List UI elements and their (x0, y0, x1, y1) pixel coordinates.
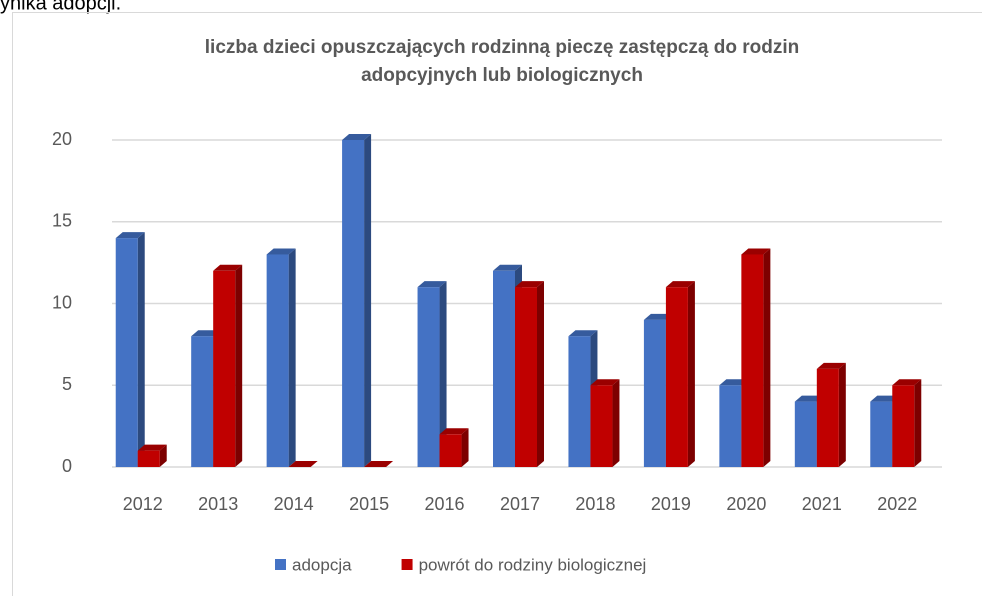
y-tick-label: 0 (62, 456, 72, 476)
x-tick-label: 2021 (802, 494, 842, 514)
bar (439, 434, 462, 467)
bar (568, 336, 591, 467)
bar (137, 450, 160, 467)
bar-side (137, 232, 145, 467)
bar-top (568, 330, 598, 337)
bar (515, 287, 537, 467)
bar-top (288, 461, 318, 467)
bar (191, 336, 214, 467)
y-tick-label: 20 (52, 129, 72, 149)
legend-swatch (401, 559, 413, 570)
bar-side (439, 281, 447, 467)
bar-top (643, 313, 673, 320)
y-tick-label: 10 (52, 292, 72, 312)
bar (417, 287, 440, 467)
bar (590, 385, 613, 467)
bar-top (417, 281, 447, 288)
bar (794, 401, 817, 467)
x-tick-label: 2019 (651, 494, 691, 514)
y-tick-label: 5 (62, 374, 72, 394)
bar (665, 287, 688, 467)
x-tick-label: 2016 (425, 494, 465, 514)
x-tick-label: 2017 (500, 494, 540, 514)
bar-top (137, 444, 167, 451)
bar (719, 385, 742, 467)
chart-title: liczba dzieci opuszczających rodzinną pi… (205, 37, 799, 58)
bar-side (687, 281, 695, 467)
bar-top (266, 248, 296, 255)
bar-side (612, 379, 620, 467)
bar (870, 401, 893, 467)
bar (115, 238, 138, 467)
bar-side (461, 428, 469, 467)
bar-side (159, 444, 167, 467)
bar-top (115, 232, 145, 239)
bar-top (741, 248, 771, 255)
bar-side (838, 362, 846, 467)
bar-top (213, 264, 243, 271)
x-tick-label: 2015 (349, 494, 389, 514)
bar-top (342, 134, 372, 140)
y-tick-label: 15 (52, 211, 72, 231)
bar (816, 368, 839, 467)
bar (493, 270, 515, 467)
chart-border (12, 12, 982, 596)
bar-top (515, 281, 544, 288)
bar-side (914, 379, 922, 467)
bar (892, 385, 915, 467)
x-tick-label: 2014 (274, 494, 314, 514)
legend-swatch (275, 559, 286, 570)
bar-top (719, 379, 749, 386)
bar-top (870, 395, 900, 402)
x-tick-label: 2020 (726, 494, 766, 514)
bar-side (364, 134, 372, 467)
bar-top (816, 362, 846, 369)
bar-side (537, 281, 544, 467)
bar-top (439, 428, 469, 435)
x-tick-label: 2012 (123, 494, 163, 514)
bar-top (590, 379, 620, 386)
x-tick-label: 2013 (198, 494, 238, 514)
legend-label: adopcja (292, 555, 352, 574)
bar-top (493, 264, 522, 271)
bar-top (794, 395, 824, 402)
document-text: ynika adopcji. (0, 0, 121, 14)
bar-side (763, 248, 771, 467)
legend-label: powrót do rodziny biologicznej (419, 555, 647, 574)
bar-top (191, 330, 221, 337)
bar-top (665, 281, 695, 288)
x-tick-label: 2018 (575, 494, 615, 514)
bar (213, 270, 236, 467)
bar-side (235, 264, 243, 467)
bar-side (288, 248, 296, 467)
bar (342, 140, 365, 467)
x-tick-label: 2022 (877, 494, 917, 514)
bar-top (364, 461, 394, 467)
bar (741, 254, 764, 467)
bar-top (892, 379, 922, 386)
chart-title: adopcyjnych lub biologicznych (361, 65, 643, 86)
bar (266, 254, 289, 467)
bar (643, 319, 666, 467)
